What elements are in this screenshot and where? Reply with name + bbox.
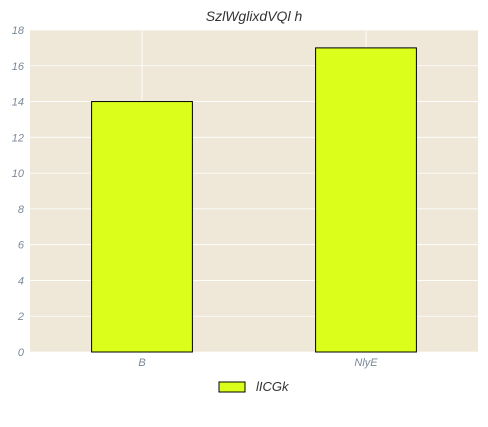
y-axis-ticks: 0 2 4 6 8 10 12 14 16 18 <box>12 25 25 359</box>
legend-label: lICGk <box>256 379 290 394</box>
y-tick-label: 6 <box>18 240 25 252</box>
y-tick-label: 4 <box>18 275 24 287</box>
legend: lICGk <box>218 379 290 394</box>
y-tick-label: 8 <box>18 204 25 216</box>
y-tick-label: 18 <box>12 25 25 37</box>
bar-B <box>91 101 193 353</box>
y-tick-label: 14 <box>12 97 24 109</box>
legend-swatch <box>218 381 246 393</box>
bar-NlyE <box>315 47 417 353</box>
x-axis-ticks: B NlyE <box>138 357 378 369</box>
y-tick-label: 10 <box>12 168 25 180</box>
bars <box>91 47 417 353</box>
y-tick-label: 16 <box>12 61 25 73</box>
y-tick-label: 2 <box>17 311 24 323</box>
chart-title: SzlWglixdVQl h <box>206 8 303 24</box>
x-tick-label: B <box>138 357 145 369</box>
y-tick-label: 12 <box>12 132 24 144</box>
x-tick-label: NlyE <box>354 357 378 369</box>
y-tick-label: 0 <box>18 347 25 359</box>
